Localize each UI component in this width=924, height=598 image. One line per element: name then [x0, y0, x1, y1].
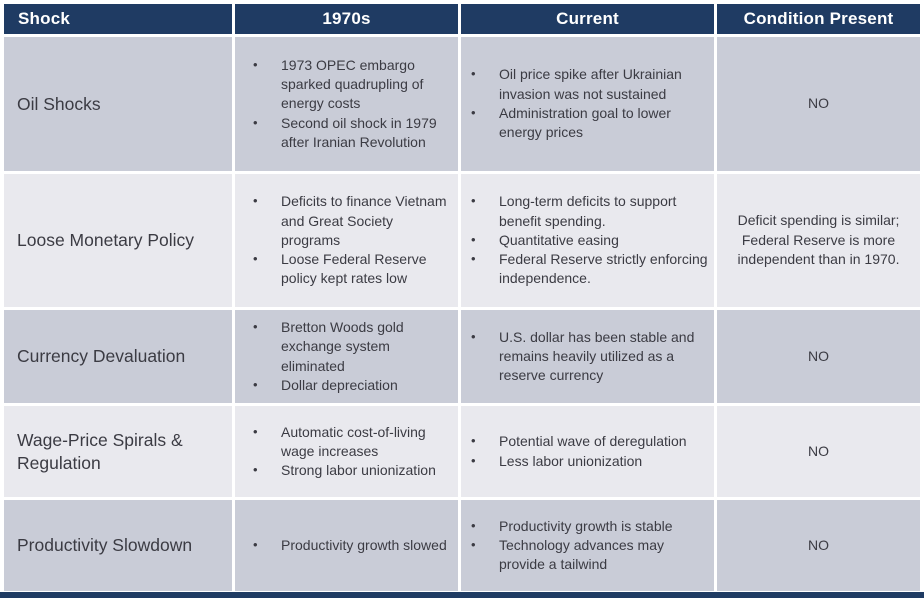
condition-value: NO — [808, 347, 829, 364]
bullet-item: Federal Reserve strictly enforcing indep… — [469, 250, 710, 289]
bullet-item: Automatic cost-of-living wage increases — [251, 423, 452, 462]
shock-label: Productivity Slowdown — [17, 535, 193, 556]
shock-label-cell: Productivity Slowdown — [4, 500, 232, 591]
cell-current: Oil price spike after Ukrainian invasion… — [461, 37, 714, 171]
condition-cell: NO — [717, 310, 920, 403]
bullet-list: Productivity growth slowed — [235, 536, 453, 555]
condition-cell: NO — [717, 500, 920, 591]
cell-current: Long-term deficits to support benefit sp… — [461, 174, 714, 307]
cell-1970s: Bretton Woods gold exchange system elimi… — [235, 310, 458, 403]
bullet-list: Long-term deficits to support benefit sp… — [461, 192, 714, 289]
bullet-list: Bretton Woods gold exchange system elimi… — [235, 318, 458, 395]
header-cell-1970s: 1970s — [235, 4, 458, 34]
bullet-item: Oil price spike after Ukrainian invasion… — [469, 65, 710, 104]
bullet-item: Bretton Woods gold exchange system elimi… — [251, 318, 452, 376]
shock-label-cell: Loose Monetary Policy — [4, 174, 232, 307]
bullet-item: U.S. dollar has been stable and remains … — [469, 328, 710, 386]
header-cell-shock: Shock — [4, 4, 232, 34]
bullet-item: Productivity growth is stable — [469, 517, 710, 536]
bullet-list: Oil price spike after Ukrainian invasion… — [461, 65, 714, 142]
condition-value: Deficit spending is similar; Federal Res… — [737, 212, 900, 268]
shock-label-cell: Wage-Price Spirals & Regulation — [4, 406, 232, 497]
bullet-list: Deficits to finance Vietnam and Great So… — [235, 192, 458, 289]
bullet-item: 1973 OPEC embargo sparked quadrupling of… — [251, 56, 452, 114]
condition-cell: NO — [717, 406, 920, 497]
cell-1970s: 1973 OPEC embargo sparked quadrupling of… — [235, 37, 458, 171]
shock-label-cell: Oil Shocks — [4, 37, 232, 171]
bullet-item: Deficits to finance Vietnam and Great So… — [251, 192, 452, 250]
bottom-accent-bar — [0, 592, 924, 598]
bullet-item: Quantitative easing — [469, 231, 710, 250]
bullet-list: Potential wave of deregulation Less labo… — [461, 432, 691, 471]
shock-label: Oil Shocks — [17, 93, 101, 114]
cell-1970s: Automatic cost-of-living wage increases … — [235, 406, 458, 497]
bullet-item: Dollar depreciation — [251, 376, 452, 395]
shock-label-cell: Currency Devaluation — [4, 310, 232, 403]
bullet-item: Second oil shock in 1979 after Iranian R… — [251, 114, 452, 153]
shock-label: Currency Devaluation — [17, 346, 186, 367]
header-cell-condition-present: Condition Present — [717, 4, 920, 34]
table-grid: Shock 1970s Current Condition Present Oi… — [4, 4, 920, 591]
condition-cell: NO — [717, 37, 920, 171]
condition-value: NO — [808, 442, 829, 459]
bullet-item: Technology advances may provide a tailwi… — [469, 536, 710, 575]
cell-1970s: Productivity growth slowed — [235, 500, 458, 591]
bullet-item: Productivity growth slowed — [251, 536, 447, 555]
bullet-item: Strong labor unionization — [251, 461, 452, 480]
bullet-item: Administration goal to lower energy pric… — [469, 104, 710, 143]
header-cell-current: Current — [461, 4, 714, 34]
bullet-list: U.S. dollar has been stable and remains … — [461, 328, 714, 386]
bullet-item: Less labor unionization — [469, 452, 687, 471]
bullet-item: Long-term deficits to support benefit sp… — [469, 192, 710, 231]
cell-current: Potential wave of deregulation Less labo… — [461, 406, 714, 497]
cell-current: U.S. dollar has been stable and remains … — [461, 310, 714, 403]
condition-cell: Deficit spending is similar; Federal Res… — [717, 174, 920, 307]
bullet-list: 1973 OPEC embargo sparked quadrupling of… — [235, 56, 458, 153]
bullet-list: Productivity growth is stable Technology… — [461, 517, 714, 575]
bullet-item: Potential wave of deregulation — [469, 432, 687, 451]
condition-value: NO — [808, 536, 829, 553]
shock-label: Loose Monetary Policy — [17, 230, 195, 251]
bullet-list: Automatic cost-of-living wage increases … — [235, 423, 458, 481]
cell-1970s: Deficits to finance Vietnam and Great So… — [235, 174, 458, 307]
shock-label: Wage-Price Spirals & Regulation — [17, 429, 183, 473]
bullet-item: Loose Federal Reserve policy kept rates … — [251, 250, 452, 289]
cell-current: Productivity growth is stable Technology… — [461, 500, 714, 591]
condition-value: NO — [808, 95, 829, 112]
